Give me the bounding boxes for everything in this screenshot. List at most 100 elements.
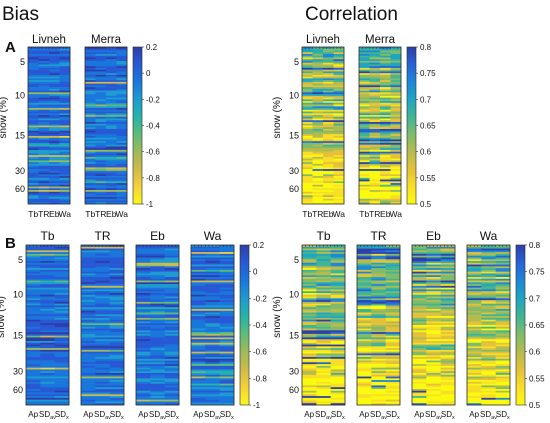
heatmap-cell xyxy=(49,195,60,198)
heatmap-cell xyxy=(302,64,313,67)
heatmap-cell xyxy=(136,403,151,406)
heatmap-cell xyxy=(371,312,386,315)
heatmap-cell xyxy=(49,122,60,125)
heatmap-cell xyxy=(116,69,128,72)
heatmap-cell xyxy=(371,373,386,376)
heatmap-cell xyxy=(412,394,427,397)
corr-b-ytick-30: 30 xyxy=(289,366,299,376)
heatmap-cell xyxy=(26,294,41,297)
heatmap-cell xyxy=(412,262,427,265)
heatmap-cell xyxy=(302,198,313,201)
heatmap-cell xyxy=(164,285,180,288)
heatmap-cell xyxy=(40,282,55,285)
heatmap-cell xyxy=(495,269,511,272)
heatmap-cell xyxy=(371,358,386,361)
heatmap-cell xyxy=(54,332,70,335)
heatmap-cell xyxy=(495,294,511,297)
heatmap-cell xyxy=(330,348,346,351)
heatmap-cell xyxy=(380,122,391,125)
heatmap-cell xyxy=(495,253,511,256)
heatmap-cell xyxy=(40,298,55,301)
heatmap-cell xyxy=(495,314,511,317)
heatmap-cell xyxy=(38,78,50,81)
bias-b-heatmap-wa xyxy=(190,244,235,406)
section-title-correlation: Correlation xyxy=(305,4,398,25)
heatmap-cell xyxy=(191,277,206,280)
heatmap-cell xyxy=(302,69,313,72)
heatmap-cell xyxy=(312,197,324,200)
heatmap-cell xyxy=(26,323,41,326)
heatmap-cell xyxy=(316,337,331,340)
heatmap-cell xyxy=(390,53,402,57)
heatmap-cell xyxy=(330,374,346,377)
heatmap-cell xyxy=(481,298,496,301)
heatmap-cell xyxy=(106,81,117,84)
heatmap-cell xyxy=(136,378,151,381)
heatmap-cell xyxy=(330,342,346,345)
heatmap-cell xyxy=(412,399,427,402)
heatmap-cell xyxy=(205,374,220,377)
heatmap-cell xyxy=(59,85,71,88)
heatmap-cell xyxy=(106,104,117,107)
heatmap-cell xyxy=(316,268,331,271)
heatmap-cell xyxy=(357,303,372,306)
heatmap-cell xyxy=(95,309,110,312)
heatmap-cell xyxy=(205,335,220,338)
heatmap-cell xyxy=(95,257,110,260)
heatmap-cell xyxy=(369,174,381,177)
heatmap-cell xyxy=(316,271,331,274)
corr-b-ylabel: snow (%) xyxy=(272,296,283,338)
heatmap-cell xyxy=(302,364,317,367)
heatmap-cell xyxy=(481,278,496,281)
heatmap-cell xyxy=(38,141,50,144)
heatmap-cell xyxy=(412,385,427,388)
heatmap-cell xyxy=(49,167,60,170)
heatmap-cell xyxy=(59,59,71,62)
heatmap-cell xyxy=(219,342,235,345)
heatmap-cell xyxy=(38,151,50,154)
heatmap-cell xyxy=(95,113,107,116)
heatmap-cell xyxy=(357,353,372,356)
corr-b-xlabel: SDx xyxy=(386,410,400,421)
heatmap-cell xyxy=(359,184,370,187)
heatmap-cell xyxy=(49,85,60,88)
heatmap-cell xyxy=(164,300,180,303)
heatmap-cell xyxy=(390,57,402,60)
heatmap-cell xyxy=(38,169,50,172)
heatmap-cell xyxy=(316,309,331,312)
heatmap-cell xyxy=(357,246,372,249)
heatmap-cell xyxy=(302,109,313,112)
heatmap-cell xyxy=(481,373,496,376)
heatmap-cell xyxy=(412,277,427,280)
heatmap-cell xyxy=(426,339,441,342)
heatmap-cell xyxy=(380,48,391,51)
heatmap-cell xyxy=(191,307,206,310)
heatmap-cell xyxy=(191,355,206,358)
heatmap-cell xyxy=(106,153,117,156)
heatmap-cell xyxy=(109,401,125,404)
heatmap-cell xyxy=(40,360,55,363)
heatmap-cell xyxy=(412,403,427,406)
heatmap-cell xyxy=(369,95,381,98)
heatmap-cell xyxy=(26,339,41,342)
heatmap-cell xyxy=(330,261,346,264)
bias-b-xlabel: Ap xyxy=(138,410,148,419)
heatmap-cell xyxy=(49,102,60,105)
corr-b-ytick-10: 10 xyxy=(289,290,299,300)
heatmap-cell xyxy=(54,321,70,324)
heatmap-cell xyxy=(59,99,71,102)
heatmap-cell xyxy=(85,135,96,139)
heatmap-cell xyxy=(323,47,334,50)
heatmap-cell xyxy=(481,383,496,386)
heatmap-cell xyxy=(333,99,345,102)
bias-b-xlabel: SDav xyxy=(39,410,56,421)
heatmap-cell xyxy=(205,261,220,264)
heatmap-cell xyxy=(302,88,313,91)
heatmap-cell xyxy=(38,48,50,51)
heatmap-cell xyxy=(380,137,391,140)
heatmap-cell xyxy=(380,158,391,161)
heatmap-cell xyxy=(38,195,50,198)
heatmap-cell xyxy=(330,257,346,260)
heatmap-cell xyxy=(385,284,401,287)
heatmap-cell xyxy=(164,332,180,335)
